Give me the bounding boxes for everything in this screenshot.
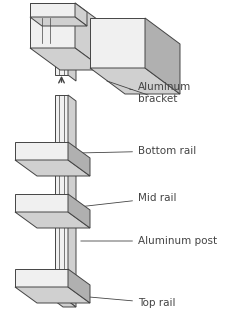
Polygon shape (68, 95, 76, 307)
Polygon shape (68, 269, 90, 303)
Polygon shape (30, 3, 75, 48)
Polygon shape (30, 3, 75, 17)
Polygon shape (90, 18, 145, 68)
Polygon shape (145, 18, 180, 94)
Polygon shape (90, 68, 180, 94)
Polygon shape (15, 160, 90, 176)
Polygon shape (55, 95, 68, 301)
Polygon shape (15, 212, 90, 228)
Polygon shape (75, 3, 105, 70)
Polygon shape (30, 48, 105, 70)
Polygon shape (15, 287, 90, 303)
Polygon shape (75, 3, 87, 26)
Polygon shape (55, 301, 76, 307)
Text: Aluminum post: Aluminum post (81, 236, 217, 246)
Polygon shape (30, 17, 87, 26)
Polygon shape (15, 194, 68, 212)
Text: Mid rail: Mid rail (81, 193, 176, 207)
Polygon shape (55, 23, 68, 75)
Text: Top rail: Top rail (81, 296, 176, 308)
Polygon shape (15, 269, 68, 287)
Polygon shape (68, 142, 90, 176)
Text: Bottom rail: Bottom rail (81, 146, 196, 156)
Polygon shape (68, 194, 90, 228)
Text: Aluminum
bracket: Aluminum bracket (130, 82, 191, 104)
Polygon shape (15, 142, 68, 160)
Polygon shape (68, 23, 76, 81)
